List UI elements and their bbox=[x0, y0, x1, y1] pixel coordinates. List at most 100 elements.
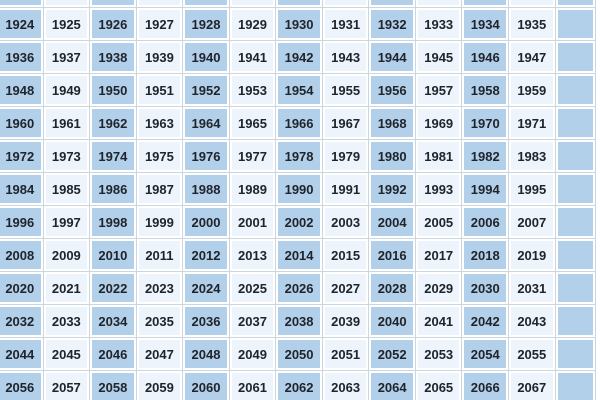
empty-cell bbox=[462, 0, 509, 7]
year-cell: 2048 bbox=[183, 338, 229, 370]
year-cell: 1986 bbox=[90, 173, 136, 205]
year-cell: 1992 bbox=[369, 173, 415, 205]
empty-cell bbox=[43, 0, 90, 7]
year-cell: 2013 bbox=[229, 239, 276, 271]
empty-cell bbox=[415, 0, 462, 7]
year-row: 1984 1985 1986 1987 1988 1989 1990 1991 1992 1993… bbox=[0, 173, 595, 205]
year-cell: 1962 bbox=[90, 107, 136, 139]
year-cell: 1935 bbox=[509, 8, 555, 40]
year-cell: 1989 bbox=[229, 173, 276, 205]
year-cell: 2009 bbox=[43, 239, 90, 271]
empty-cell bbox=[322, 0, 369, 7]
year-cell: 1957 bbox=[415, 74, 462, 106]
year-cell: 1971 bbox=[509, 107, 555, 139]
year-cell: 2029 bbox=[415, 272, 462, 304]
empty-cell bbox=[555, 107, 595, 139]
empty-cell bbox=[0, 0, 43, 7]
year-cell: 2016 bbox=[369, 239, 415, 271]
empty-cell bbox=[555, 173, 595, 205]
year-cell: 2010 bbox=[90, 239, 136, 271]
year-row: 2020 2021 2022 2023 2024 2025 2026 2027 2028 2029… bbox=[0, 272, 595, 304]
year-cell: 2021 bbox=[43, 272, 90, 304]
year-cell: 1932 bbox=[369, 8, 415, 40]
year-cell: 1996 bbox=[0, 206, 43, 238]
partial-top-row bbox=[0, 0, 595, 7]
year-cell: 2050 bbox=[276, 338, 322, 370]
year-cell: 1933 bbox=[415, 8, 462, 40]
year-cell: 1960 bbox=[0, 107, 43, 139]
year-cell: 2064 bbox=[369, 371, 415, 400]
year-cell: 2033 bbox=[43, 305, 90, 337]
year-cell: 1975 bbox=[136, 140, 183, 172]
year-cell: 1948 bbox=[0, 74, 43, 106]
year-cell: 1995 bbox=[509, 173, 555, 205]
year-cell: 1988 bbox=[183, 173, 229, 205]
year-cell: 2014 bbox=[276, 239, 322, 271]
year-cell: 1972 bbox=[0, 140, 43, 172]
year-cell: 2001 bbox=[229, 206, 276, 238]
year-cell: 2043 bbox=[509, 305, 555, 337]
year-cell: 1958 bbox=[462, 74, 509, 106]
year-cell: 1967 bbox=[322, 107, 369, 139]
year-cell: 1956 bbox=[369, 74, 415, 106]
year-cell: 1976 bbox=[183, 140, 229, 172]
year-cell: 1951 bbox=[136, 74, 183, 106]
empty-cell bbox=[555, 371, 595, 400]
year-cell: 1939 bbox=[136, 41, 183, 73]
year-cell: 1945 bbox=[415, 41, 462, 73]
year-cell: 2011 bbox=[136, 239, 183, 271]
year-cell: 1937 bbox=[43, 41, 90, 73]
year-cell: 1955 bbox=[322, 74, 369, 106]
empty-cell bbox=[90, 0, 136, 7]
year-cell: 2055 bbox=[509, 338, 555, 370]
year-cell: 2027 bbox=[322, 272, 369, 304]
year-cell: 1977 bbox=[229, 140, 276, 172]
year-cell: 1924 bbox=[0, 8, 43, 40]
year-row: 2044 2045 2046 2047 2048 2049 2050 2051 2052 2053… bbox=[0, 338, 595, 370]
year-cell: 2028 bbox=[369, 272, 415, 304]
year-cell: 2063 bbox=[322, 371, 369, 400]
year-cell: 1949 bbox=[43, 74, 90, 106]
year-cell: 2002 bbox=[276, 206, 322, 238]
year-cell: 1950 bbox=[90, 74, 136, 106]
year-cell: 2006 bbox=[462, 206, 509, 238]
year-cell: 2045 bbox=[43, 338, 90, 370]
year-cell: 1991 bbox=[322, 173, 369, 205]
year-cell: 2004 bbox=[369, 206, 415, 238]
year-cell: 1987 bbox=[136, 173, 183, 205]
year-cell: 2019 bbox=[509, 239, 555, 271]
empty-cell bbox=[555, 272, 595, 304]
year-cell: 1954 bbox=[276, 74, 322, 106]
year-cell: 1999 bbox=[136, 206, 183, 238]
year-cell: 2044 bbox=[0, 338, 43, 370]
year-cell: 2047 bbox=[136, 338, 183, 370]
year-cell: 2024 bbox=[183, 272, 229, 304]
year-cell: 2065 bbox=[415, 371, 462, 400]
empty-cell bbox=[276, 0, 322, 7]
year-cell: 2037 bbox=[229, 305, 276, 337]
empty-cell bbox=[183, 0, 229, 7]
year-cell: 1980 bbox=[369, 140, 415, 172]
year-cell: 2007 bbox=[509, 206, 555, 238]
year-cell: 1930 bbox=[276, 8, 322, 40]
year-cell: 1952 bbox=[183, 74, 229, 106]
year-cell: 1970 bbox=[462, 107, 509, 139]
year-row: 1996 1997 1998 1999 2000 2001 2002 2003 2004 2005… bbox=[0, 206, 595, 238]
year-row: 1948 1949 1950 1951 1952 1953 1954 1955 1956 1957… bbox=[0, 74, 595, 106]
year-cell: 2038 bbox=[276, 305, 322, 337]
year-cell: 2041 bbox=[415, 305, 462, 337]
year-cell: 2040 bbox=[369, 305, 415, 337]
year-row: 1972 1973 1974 1975 1976 1977 1978 1979 1980 1981… bbox=[0, 140, 595, 172]
year-cell: 1929 bbox=[229, 8, 276, 40]
year-cell: 2039 bbox=[322, 305, 369, 337]
empty-cell bbox=[136, 0, 183, 7]
year-cell: 2017 bbox=[415, 239, 462, 271]
year-cell: 1926 bbox=[90, 8, 136, 40]
year-cell: 1934 bbox=[462, 8, 509, 40]
year-cell: 2067 bbox=[509, 371, 555, 400]
year-cell: 2035 bbox=[136, 305, 183, 337]
empty-cell bbox=[555, 206, 595, 238]
year-cell: 2015 bbox=[322, 239, 369, 271]
year-cell: 2053 bbox=[415, 338, 462, 370]
